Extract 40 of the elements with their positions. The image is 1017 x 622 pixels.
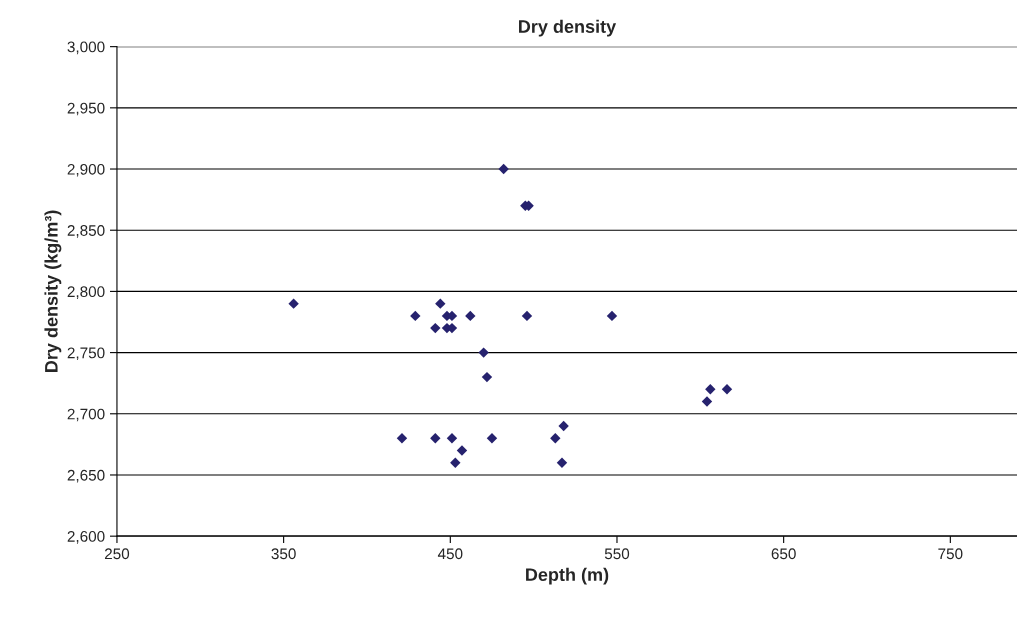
point: [550, 433, 561, 444]
point: [478, 347, 489, 358]
point: [521, 310, 533, 322]
point: [396, 433, 408, 444]
y-tick-label: 3,000: [67, 41, 105, 55]
x-tick-label: 250: [104, 548, 130, 560]
point: [456, 445, 468, 456]
x-tick-label: 650: [771, 548, 796, 560]
y-tick-label: 2,950: [67, 102, 105, 116]
point: [465, 310, 476, 322]
y-tick-label: 2,600: [67, 531, 105, 544]
chart-title: Dry density: [519, 19, 617, 37]
point: [705, 384, 716, 395]
point: [430, 433, 441, 444]
y-tick-label: 2,750: [67, 347, 105, 361]
y-axis-title: Dry density (kg/m³): [44, 210, 62, 372]
y-tick-label: 2,850: [67, 225, 105, 238]
x-tick-label: 350: [271, 548, 296, 560]
point: [558, 420, 569, 432]
y-tick-label: 2,900: [67, 163, 105, 177]
point: [721, 384, 733, 395]
y-tick-label: 2,700: [67, 408, 105, 422]
x-axis-title: Depth (m): [526, 567, 609, 585]
point: [556, 457, 568, 468]
point: [435, 298, 446, 309]
y-tick-label: 2,650: [67, 469, 105, 483]
y-tick-label: 2,800: [67, 286, 105, 299]
point: [430, 322, 441, 334]
x-tick-label: 450: [437, 548, 463, 560]
point: [481, 371, 493, 383]
x-tick-label: 750: [938, 548, 963, 560]
point: [701, 396, 713, 407]
point: [606, 310, 618, 322]
point: [446, 433, 458, 444]
point: [486, 433, 498, 444]
point: [450, 457, 461, 468]
point: [410, 310, 421, 322]
point: [498, 163, 509, 175]
point: [288, 298, 299, 309]
x-tick-label: 550: [604, 548, 630, 560]
